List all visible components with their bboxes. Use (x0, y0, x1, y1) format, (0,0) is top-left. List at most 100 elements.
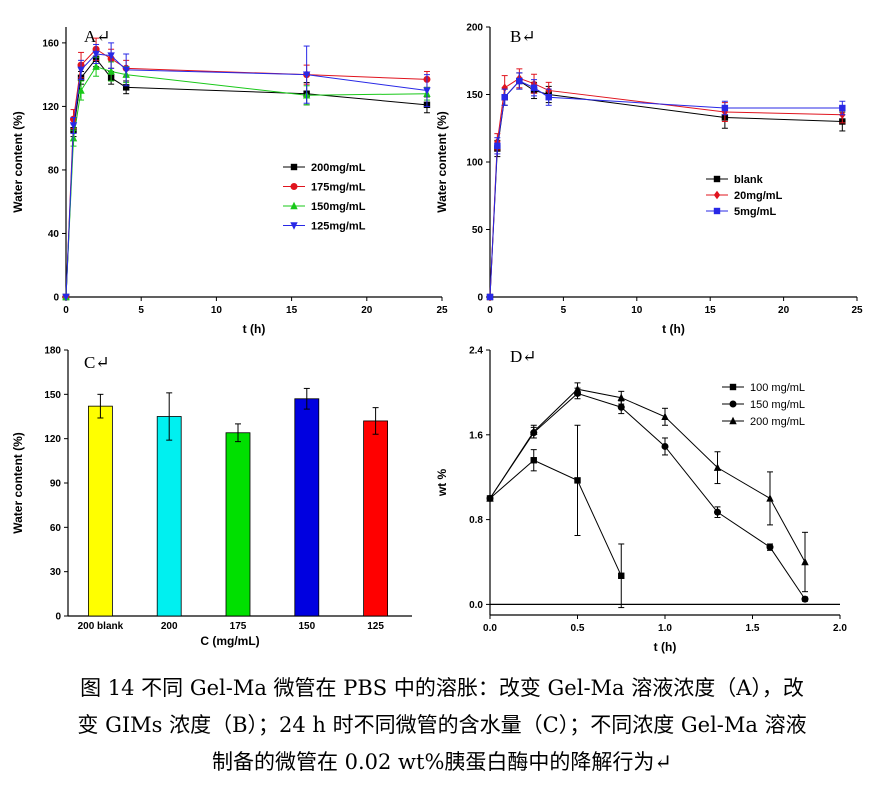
x-tick-label: 0 (63, 305, 69, 316)
legend-marker (713, 190, 721, 200)
y-tick-label: 80 (48, 165, 60, 176)
y-tick-label: 160 (42, 38, 59, 49)
y-tick-label: 1.6 (469, 430, 483, 441)
series-2 (62, 37, 431, 301)
y-tick-label: 200 (466, 23, 483, 34)
y-tick-label: 50 (472, 225, 484, 236)
figure-caption: 图 14 不同 Gel-Ma 微管在 PBS 中的溶胀：改变 Gel-Ma 溶液… (0, 670, 884, 781)
figure: 0 5 10 15 20 25 0 40 80 120 160 t (h) Water content … (11, 23, 863, 655)
y-tick-label: 30 (50, 567, 62, 578)
y-tick-label: 0 (55, 612, 61, 623)
x-tick-label: 20 (361, 305, 373, 316)
x-tick-label: 0.5 (571, 623, 585, 634)
legend-label: 150mg/mL (311, 201, 366, 213)
data-point (423, 87, 431, 95)
panel-letter: C↵ (84, 353, 110, 372)
legend: 200mg/mL 175mg/mL 150mg/mL 125mg/mL (283, 162, 366, 233)
x-tick-label: 1.5 (746, 623, 760, 634)
x-tick-label: 0.0 (483, 623, 497, 634)
bar (225, 432, 251, 617)
legend-marker (290, 222, 298, 230)
legend-item: 175mg/mL (283, 182, 366, 194)
legend-label: 20mg/mL (734, 190, 783, 202)
legend-label: blank (734, 174, 764, 186)
data-point (721, 104, 729, 112)
legend-item: 20mg/mL (706, 190, 783, 202)
x-tick-label: 175 (230, 621, 247, 632)
x-tick-label: 200 blank (78, 621, 124, 632)
data-point (530, 427, 538, 435)
bar (156, 416, 182, 617)
legend-marker (713, 175, 721, 183)
error-bar (303, 387, 310, 410)
data-point (618, 572, 625, 579)
data-point (766, 494, 774, 502)
error-bar (235, 423, 241, 443)
y-tick-label: 150 (44, 390, 61, 401)
series-line (489, 392, 806, 600)
y-axis-label: Water content (%) (435, 111, 449, 213)
data-point (107, 52, 115, 60)
series-line (489, 77, 843, 298)
caption-line-1: 图 14 不同 Gel-Ma 微管在 PBS 中的溶胀：改变 Gel-Ma 溶液… (80, 676, 804, 700)
x-tick-label: 15 (705, 305, 717, 316)
legend-item: 150 mg/mL (722, 399, 805, 411)
x-tick-label: 25 (851, 305, 863, 316)
series-3 (62, 56, 431, 301)
data-point (107, 67, 115, 75)
data-point (302, 71, 311, 79)
legend-marker (729, 400, 737, 408)
x-tick-label: 20 (778, 305, 790, 316)
error-bar (97, 393, 104, 419)
legend-label: 200 mg/mL (750, 416, 805, 428)
x-tick-label: 10 (211, 305, 223, 316)
x-tick-label: 0 (487, 305, 493, 316)
error-bar (372, 407, 379, 435)
panel-a: 0 5 10 15 20 25 0 40 80 120 160 t (h) Water content … (11, 27, 448, 336)
legend-item: blank (706, 174, 764, 186)
data-point (62, 293, 70, 302)
data-point (516, 77, 523, 85)
legend-marker (729, 416, 737, 425)
x-tick-label: 150 (298, 621, 315, 632)
series-2 (486, 68, 846, 302)
series-4 (62, 42, 431, 302)
data-point (530, 457, 537, 464)
legend-label: 5mg/mL (734, 206, 776, 218)
y-tick-label: 0.8 (469, 515, 483, 526)
data-point (617, 393, 625, 401)
data-point (92, 62, 100, 70)
y-tick-label: 120 (42, 102, 59, 113)
data-point (661, 442, 669, 450)
x-axis-label: t (h) (654, 640, 677, 654)
panel-letter: B↵ (510, 27, 536, 46)
x-axis-label: t (h) (662, 322, 685, 336)
legend-item: 5mg/mL (706, 206, 776, 218)
legend-marker (290, 183, 298, 190)
series-3 (486, 382, 809, 593)
legend-marker (713, 207, 721, 215)
y-tick-label: 2.4 (469, 346, 483, 357)
data-point (574, 477, 581, 484)
x-tick-label: 1.0 (658, 623, 672, 634)
panel-letter: A↵ (84, 27, 111, 46)
bar (363, 420, 389, 617)
data-point (77, 66, 85, 75)
legend-marker (729, 383, 737, 391)
x-tick-label: 10 (631, 305, 643, 316)
data-point (122, 66, 130, 75)
legend-label: 150 mg/mL (750, 399, 805, 411)
legend: blank 20mg/mL 5mg/mL (706, 174, 783, 218)
y-axis-label: Water content (%) (11, 111, 25, 213)
series-line (65, 66, 427, 298)
legend-label: 175mg/mL (311, 182, 366, 194)
panel-b: 0 5 10 15 20 25 0 50 100 150 200 t (h) Water content… (435, 23, 863, 337)
data-point (661, 412, 669, 420)
data-point (530, 84, 538, 91)
panel-c: 0 30 60 90 120 150 180 200 blank 200 175 150 125 C (… (11, 346, 412, 648)
series-3 (486, 72, 846, 301)
legend-marker (290, 163, 298, 171)
series-1 (486, 424, 625, 609)
data-point (501, 83, 508, 92)
data-point (92, 50, 100, 59)
